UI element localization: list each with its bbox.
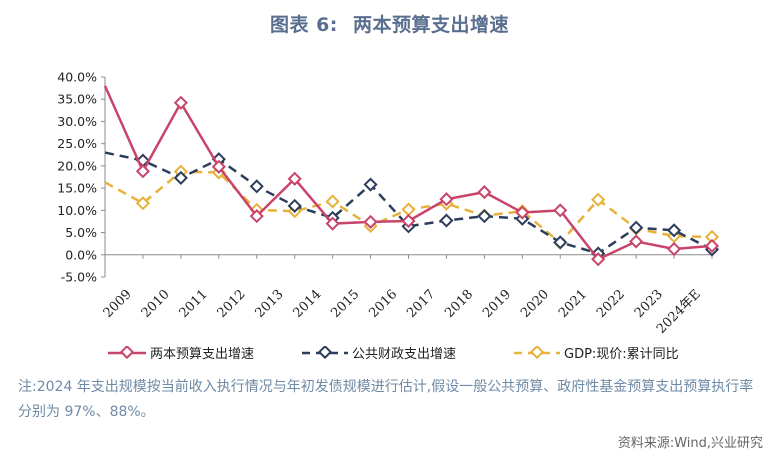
y-tick-label: 20.0% [57, 158, 97, 173]
chart-legend: 两本预算支出增速 公共财政支出增速 GDP:现价:累计同比 [0, 340, 779, 364]
data-point-series-3 [325, 194, 340, 209]
data-point-series-2 [477, 209, 492, 224]
data-point-series-3 [591, 192, 606, 207]
data-point-series-1 [439, 192, 454, 207]
data-point-series-1 [515, 205, 530, 220]
source-credit: 资料来源:Wind,兴业研究 [617, 436, 763, 451]
y-tick-label: 30.0% [57, 114, 97, 129]
x-tick-label: 2017 [404, 287, 438, 321]
data-point-series-1 [629, 234, 644, 249]
data-point-series-1 [704, 238, 720, 253]
data-point-series-3 [704, 229, 720, 245]
footnote: 注:2024 年支出规模按当前收入执行情况与年初发债规模进行估计,假设一般公共预… [18, 379, 754, 420]
y-tick-label: 40.0% [57, 70, 97, 85]
legend-swatch-series-3 [514, 345, 560, 359]
data-point-series-1 [553, 203, 568, 218]
chart-title: 图表 6: 两本预算支出增速 [0, 10, 779, 37]
x-tick-label: 2022 [594, 287, 628, 321]
data-point-series-3 [135, 196, 151, 211]
legend-label-series-2: 公共财政支出增速 [352, 347, 457, 362]
data-point-series-1 [135, 164, 151, 179]
x-tick-label: 2019 [480, 287, 514, 321]
data-point-series-1 [666, 241, 682, 257]
x-tick-label: 2013 [253, 287, 287, 321]
legend-label-series-1: 两本预算支出增速 [150, 347, 255, 362]
legend-item-series-2: 公共财政支出增速 [300, 343, 456, 362]
y-tick-label: -5.0% [61, 270, 97, 285]
y-tick-label: 0.0% [65, 247, 97, 262]
x-tick-label: 2014 [290, 287, 324, 321]
line-chart: 40.0% 35.0% 30.0% 25.0% 20.0% 15.0% 10.0% 5.0% 0… [57, 70, 720, 337]
data-point-series-1 [249, 209, 264, 224]
data-point-series-1 [477, 185, 492, 200]
data-point-series-1 [211, 159, 226, 174]
data-point-series-2 [173, 170, 188, 185]
data-point-series-2 [363, 177, 378, 192]
data-point-series-1 [325, 216, 340, 231]
x-tick-label: 2016 [366, 287, 400, 321]
data-point-series-1 [287, 171, 302, 186]
y-tick-label: 10.0% [57, 203, 97, 218]
legend-swatch-series-2 [302, 345, 348, 359]
data-point-series-2 [553, 235, 568, 250]
x-tick-label: 2015 [328, 287, 362, 321]
data-point-series-2 [439, 213, 454, 228]
y-tick-label: 15.0% [57, 181, 97, 196]
y-tick-label: 25.0% [57, 136, 97, 151]
data-point-series-3 [401, 202, 416, 217]
data-point-series-2 [249, 179, 264, 194]
data-point-series-1 [363, 214, 378, 229]
x-tick-label: 2018 [442, 287, 476, 321]
data-point-series-2 [629, 220, 644, 235]
x-tick-label: 2021 [556, 287, 590, 321]
data-point-series-2 [287, 198, 302, 213]
y-tick-label: 35.0% [57, 92, 97, 107]
x-tick-label: 2020 [518, 287, 552, 321]
x-tick-label: 2010 [139, 287, 173, 321]
data-point-series-1 [173, 95, 188, 110]
x-tick-label: 2009 [101, 287, 135, 321]
data-point-series-1 [591, 252, 606, 267]
series-line-2 [104, 151, 713, 255]
x-tick-label: 2023 [632, 287, 666, 321]
legend-swatch-series-1 [108, 345, 146, 359]
legend-label-series-3: GDP:现价:累计同比 [564, 347, 679, 362]
legend-item-series-3: GDP:现价:累计同比 [512, 343, 679, 362]
x-tick-label: 2012 [215, 287, 249, 321]
chart-title-text: 两本预算支出增速 [353, 14, 510, 36]
legend-item-series-1: 两本预算支出增速 [106, 343, 254, 362]
y-tick-label: 5.0% [65, 225, 97, 240]
chart-title-prefix: 图表 6: [269, 14, 338, 36]
x-tick-label: 2011 [177, 287, 211, 321]
data-point-series-2 [666, 223, 682, 238]
data-point-series-1 [401, 213, 416, 229]
